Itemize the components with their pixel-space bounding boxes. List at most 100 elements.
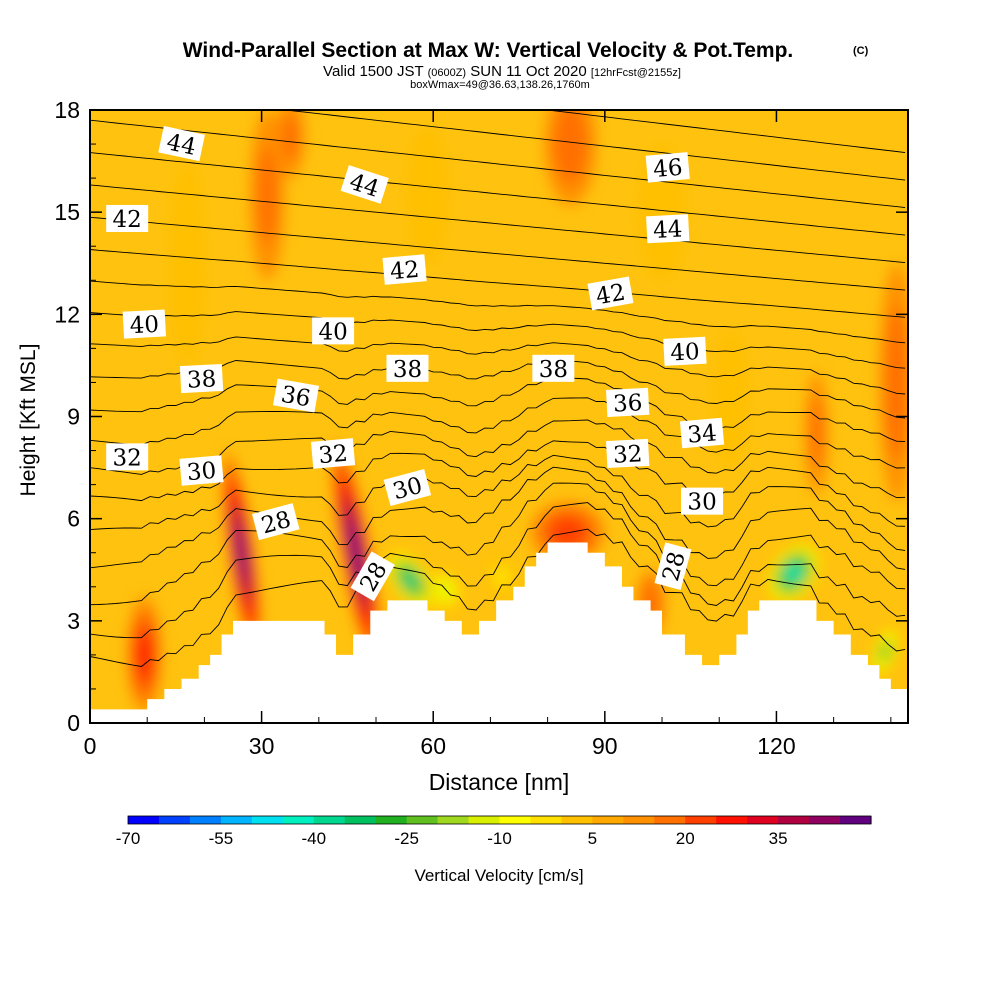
colorbar-tick-label: 35 [769, 829, 788, 848]
y-tick-label: 12 [54, 301, 80, 327]
chart-subtitle-box: boxWmax=49@36.63,138.26,1760m [410, 79, 590, 91]
terrain [90, 542, 908, 723]
theta-label-text: 34 [686, 420, 717, 448]
w-level [885, 305, 908, 460]
theta-label-box [606, 438, 650, 469]
colorbar-swatch [437, 816, 470, 824]
theta-contour [90, 377, 906, 443]
theta-label-text: 32 [113, 445, 142, 471]
theta-label: 36 [272, 378, 320, 413]
theta-contour [90, 249, 906, 318]
chart-subtitle: Valid 1500 JST (0600Z) SUN 11 Oct 2020 [… [323, 63, 681, 80]
w-level [548, 516, 588, 549]
theta-contour [90, 184, 906, 264]
colorbar-swatch [344, 816, 377, 824]
theta-contour [90, 502, 906, 639]
chart-title: Wind-Parallel Section at Max W: Vertical… [183, 39, 794, 62]
x-tick-label: 90 [592, 733, 618, 759]
theta-contour [90, 397, 906, 469]
theta-label-box [122, 309, 166, 339]
theta-label: 38 [532, 354, 575, 383]
colorbar-swatch [778, 816, 810, 824]
theta-contour [90, 528, 906, 667]
colorbar-frame [127, 815, 872, 825]
theta-label-box [382, 254, 427, 285]
colorbar-swatch [158, 816, 191, 824]
colorbar-swatch [716, 816, 748, 824]
x-axis-label: Distance [nm] [429, 769, 570, 795]
theta-label: 30 [383, 469, 432, 507]
w-level [257, 146, 278, 245]
theta-label-text: 30 [687, 490, 716, 516]
theta-label-box [654, 542, 692, 590]
theta-label-box [179, 363, 224, 394]
theta-label: 42 [106, 204, 149, 233]
colorbar-swatch [282, 816, 315, 824]
theta-label: 34 [679, 417, 725, 449]
theta-label-box [386, 354, 429, 382]
theta-contours [90, 110, 906, 667]
w-feature [805, 372, 828, 495]
theta-label: 28 [252, 503, 300, 541]
theta-label-text: 40 [318, 319, 347, 345]
theta-label: 44 [158, 125, 205, 162]
w-feature [427, 569, 463, 611]
subtitle-date: SUN 11 Oct 2020 [470, 63, 586, 80]
colorbar-swatch [189, 816, 222, 824]
w-level [880, 643, 890, 660]
theta-label-box [679, 417, 725, 449]
w-level [170, 161, 205, 366]
subtitle-fcst: [12hrFcst@2155z] [591, 67, 681, 79]
w-level [236, 526, 247, 579]
colorbar: -70 -55 -40 -25 -10 5 20 35 [116, 815, 872, 848]
colorbar-tick-label: 5 [588, 829, 597, 848]
theta-contour [90, 119, 906, 209]
colorbar-tick-label: 20 [676, 829, 695, 848]
w-feature [275, 110, 305, 179]
w-level [809, 398, 824, 469]
theta-label: 32 [106, 443, 149, 471]
y-tick-label: 3 [67, 608, 80, 634]
w-feature [127, 596, 162, 713]
theta-label-text: 46 [652, 155, 683, 183]
w-feature [766, 542, 821, 604]
w-level [437, 581, 452, 599]
theta-label: 38 [179, 363, 224, 394]
theta-label-text: 44 [652, 216, 683, 243]
w-level [407, 127, 448, 264]
theta-label-box [340, 165, 389, 204]
colorbar-swatch [499, 816, 532, 824]
theta-contour [90, 336, 906, 395]
theta-label: 40 [312, 317, 355, 345]
theta-label: 44 [646, 214, 690, 244]
theta-label-box [606, 387, 650, 417]
theta-contour [90, 419, 906, 499]
theta-label-text: 38 [539, 357, 568, 383]
theta-label-box [350, 551, 395, 602]
colorbar-tick-label: -55 [209, 829, 234, 848]
y-tick-label: 15 [54, 199, 80, 225]
x-tick-label: 0 [84, 733, 97, 759]
theta-label: 46 [645, 152, 690, 183]
colorbar-swatch [375, 816, 408, 824]
subtitle-valid: Valid 1500 JST [323, 63, 423, 80]
theta-label-text: 30 [186, 458, 217, 486]
y-axis-label: Height [Kft MSL] [17, 344, 40, 497]
w-level [787, 565, 800, 581]
w-feature [544, 110, 597, 206]
w-level [138, 633, 151, 676]
colorbar-swatch [809, 816, 841, 824]
y-tick-label: 0 [67, 710, 80, 736]
theta-label: 32 [310, 438, 356, 469]
theta-contour-labels: 44 44 46 42 44 42 42 40 40 40 38 36 38 38 36 34 32 30 32 30… [106, 125, 725, 602]
theta-contour [90, 482, 906, 606]
theta-label: 42 [382, 254, 427, 285]
theta-label-box [272, 378, 320, 413]
theta-label-box [646, 214, 690, 244]
subtitle-utc: (0600Z) [428, 67, 467, 79]
theta-label-text: 40 [129, 312, 160, 339]
theta-contour [281, 110, 906, 181]
theta-contour [90, 280, 906, 344]
w-feature [331, 442, 381, 664]
colorbar-swatch [623, 816, 655, 824]
